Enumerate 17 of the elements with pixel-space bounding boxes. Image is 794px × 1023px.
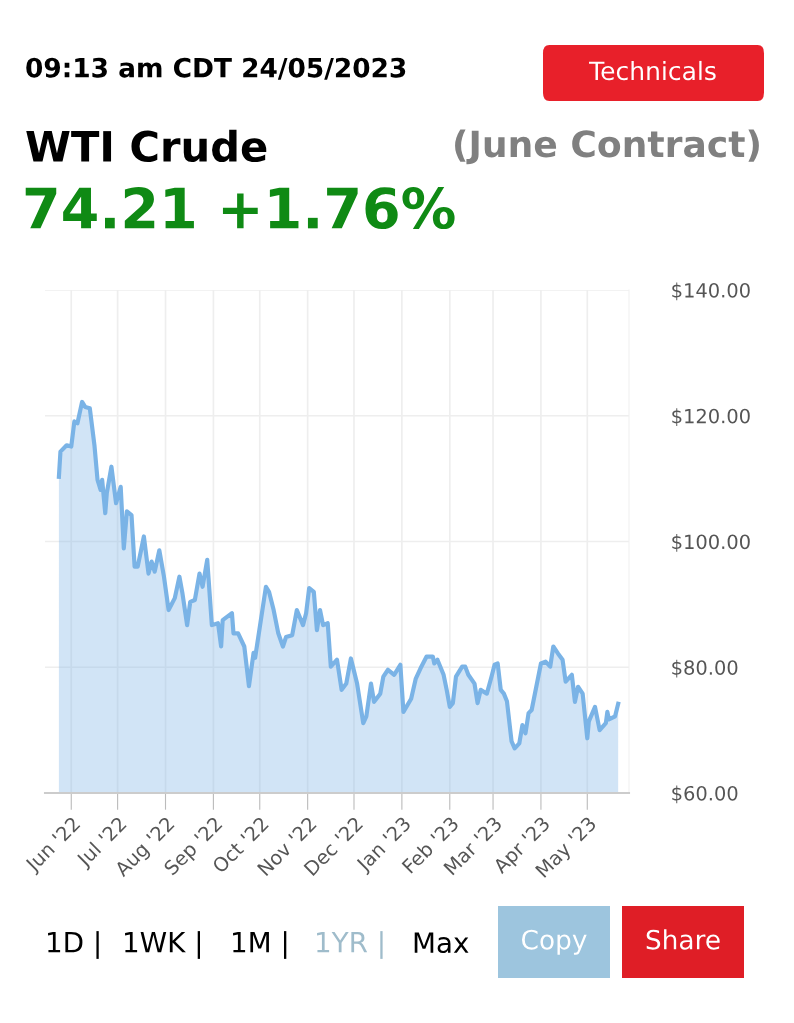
- y-tick-label: $120.00: [672, 408, 750, 426]
- y-tick-label: $140.00: [672, 282, 750, 301]
- text: Share: [646, 929, 720, 950]
- text: 1WK |: [125, 931, 201, 959]
- y-tick-label: $60.00: [672, 785, 738, 804]
- y-tick-label: $80.00: [672, 659, 738, 678]
- chart-subtitle: (June Contract): [455, 129, 759, 165]
- text: 1M |: [233, 931, 287, 959]
- text: Max: [414, 932, 469, 954]
- text: 74.21 +1.76%: [25, 187, 455, 230]
- chart-title: WTI Crude: [26, 129, 267, 163]
- text: 1D |: [48, 931, 99, 959]
- text: Technicals: [589, 60, 716, 81]
- y-tick-label: $100.00: [672, 534, 750, 552]
- text: 1YR |: [317, 931, 383, 959]
- text: 09:13 am CDT 24/05/2023: [26, 57, 406, 80]
- text: Copy: [522, 929, 587, 955]
